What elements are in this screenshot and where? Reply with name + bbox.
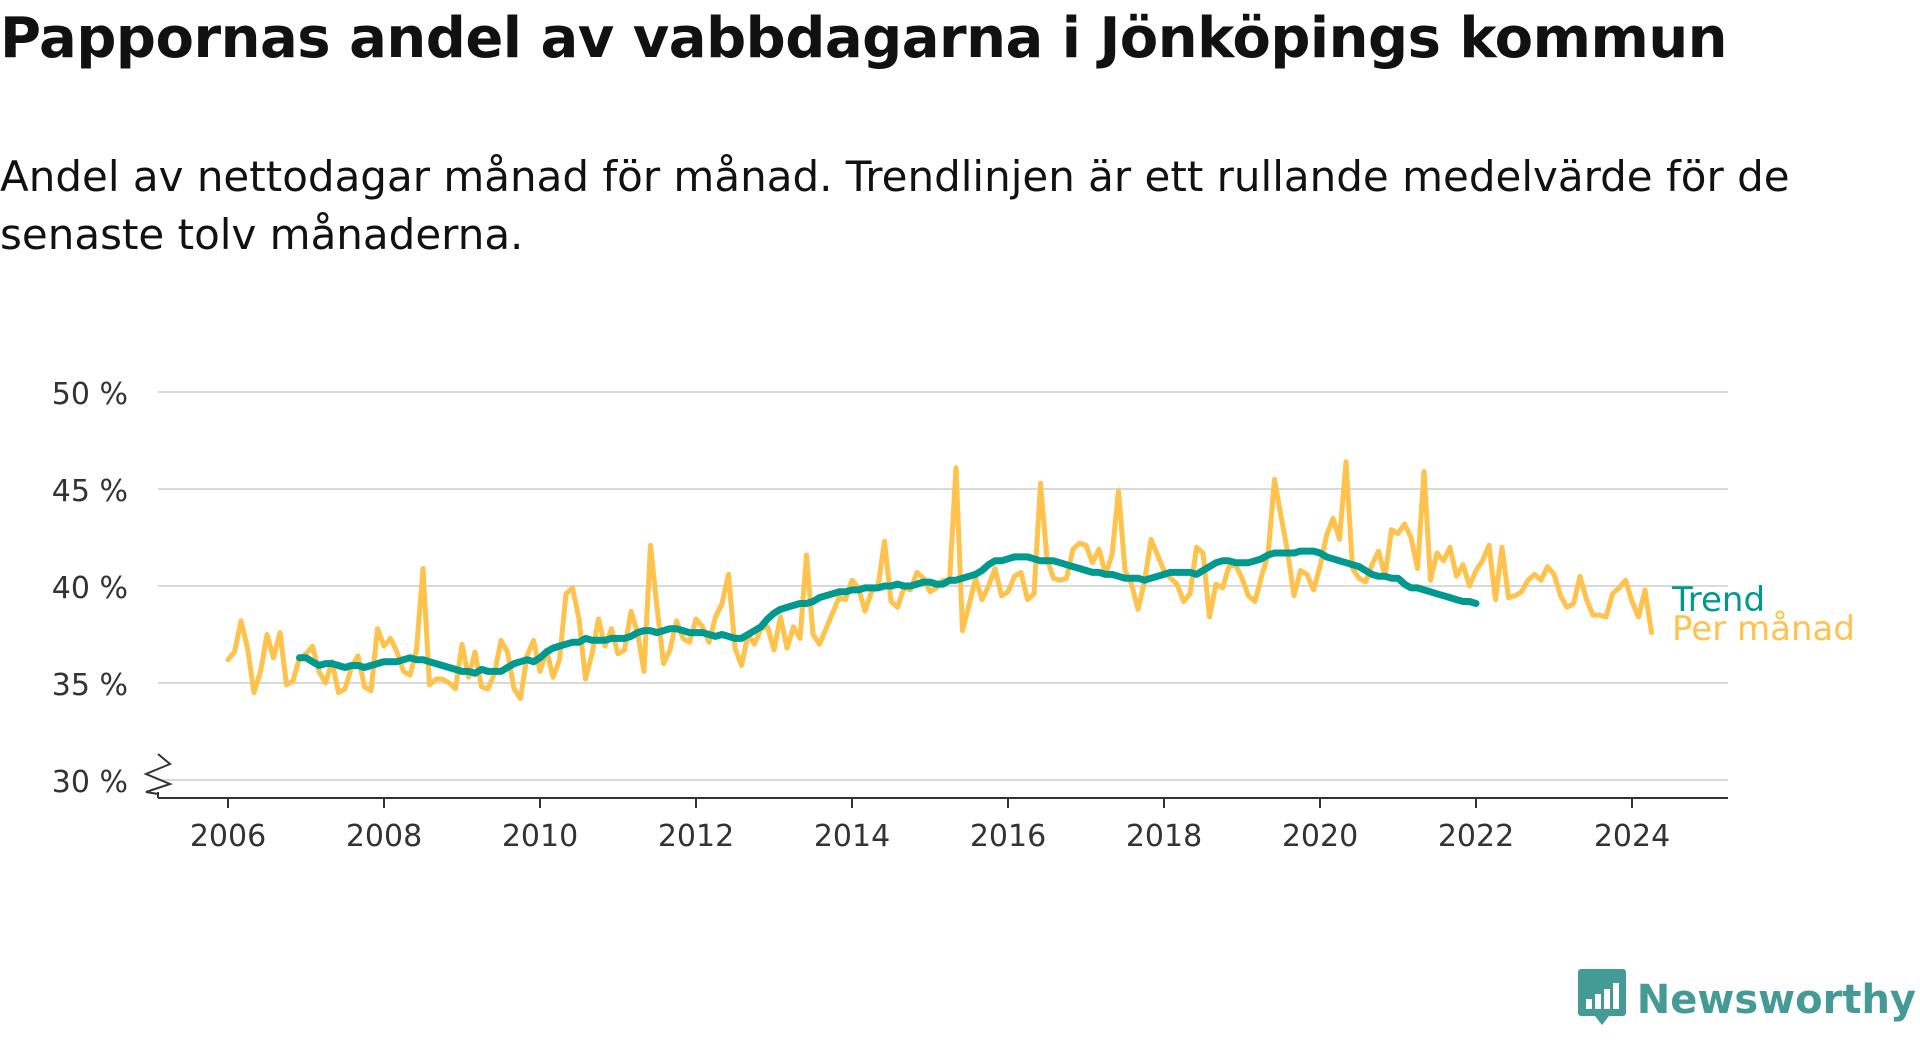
series-lines [225,459,1654,701]
newsworthy-logo-icon [1577,967,1627,1033]
series-label-per-manad: Per månad [1672,609,1855,649]
series-label-trend: Trend [1671,580,1765,620]
x-tick-label: 2006 [190,819,266,854]
series-line-trend [296,547,1480,677]
y-tick-label: 30 % [52,765,128,800]
x-tick-label: 2024 [1594,819,1670,854]
y-tick-label: 45 % [52,474,128,509]
y-tick-label: 40 % [52,571,128,606]
chart-title: Pappornas andel av vabbdagarna i Jönköpi… [0,6,1728,71]
x-tick-label: 2020 [1282,819,1358,854]
newsworthy-brand: Newsworthy [1577,960,1916,1040]
x-tick-label: 2012 [658,819,734,854]
x-tick-label: 2014 [814,819,890,854]
x-tick-label: 2016 [970,819,1046,854]
x-tick-label: 2010 [502,819,578,854]
brand-name: Newsworthy [1636,977,1916,1023]
x-tick-label: 2018 [1126,819,1202,854]
chart-subtitle: Andel av nettodagar månad för månad. Tre… [0,152,1790,259]
x-tick-label: 2022 [1438,819,1514,854]
y-tick-label: 50 % [52,377,128,412]
axes: 30 % 35 % 40 % 45 % 50 % 2006 2008 2010 2012 2014… [52,377,1728,854]
y-tick-label: 35 % [52,668,128,703]
x-tick-label: 2008 [346,819,422,854]
y-axis-break [143,753,173,795]
